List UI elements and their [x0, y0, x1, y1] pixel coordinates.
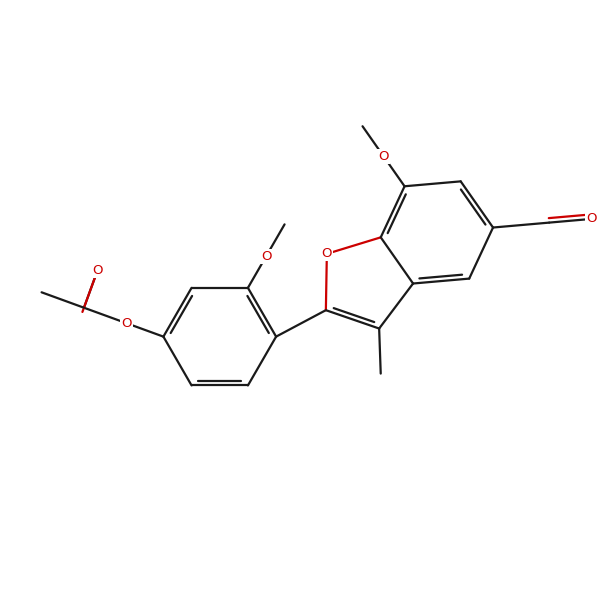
Text: O: O: [261, 250, 271, 263]
Text: O: O: [92, 264, 103, 277]
Text: O: O: [586, 212, 596, 226]
Text: O: O: [322, 247, 332, 260]
Text: O: O: [379, 150, 389, 163]
Text: O: O: [121, 317, 131, 329]
